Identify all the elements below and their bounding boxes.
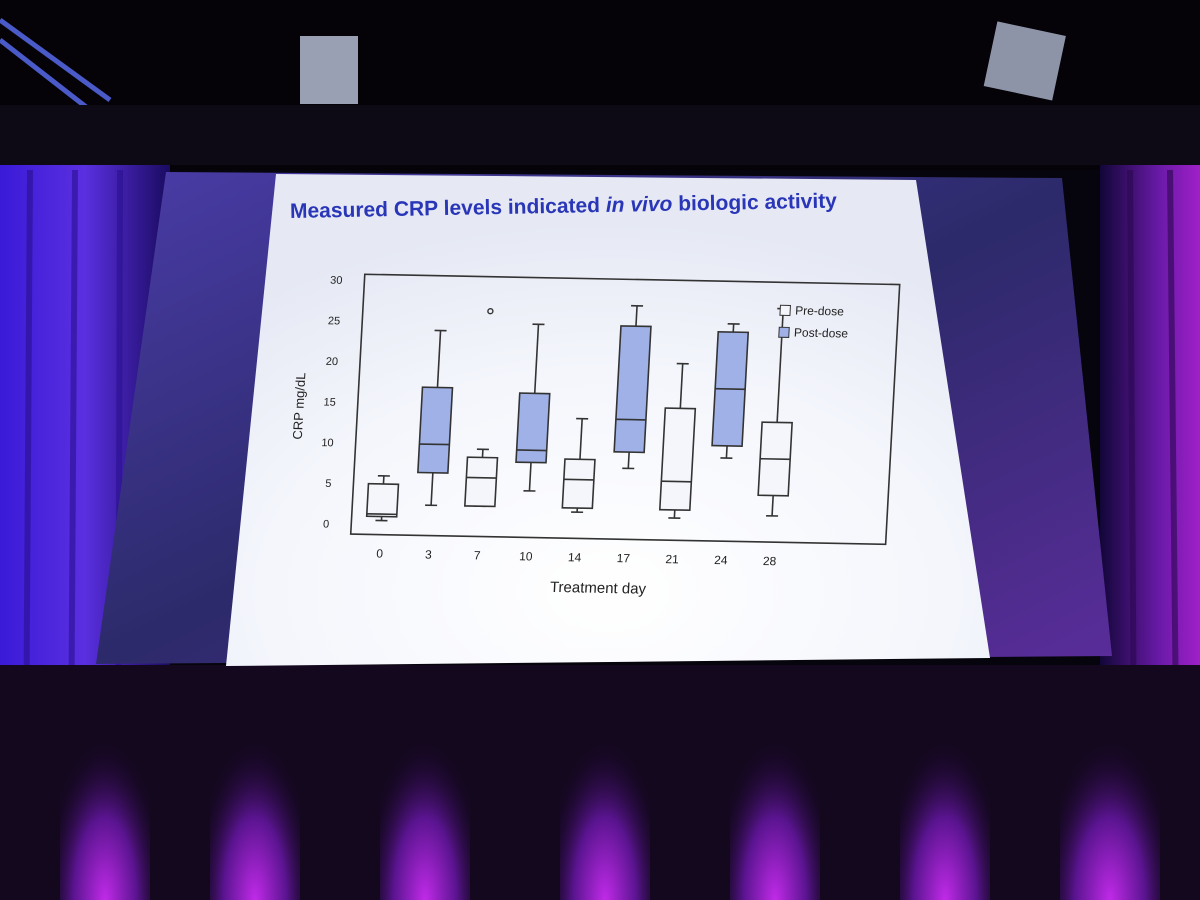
lower-whisker: [430, 472, 434, 506]
legend-label-post-dose: Post-dose: [794, 326, 849, 341]
upper-whisker: [679, 363, 684, 409]
lower-whisker: [627, 452, 630, 469]
stage-beam: [0, 105, 1200, 165]
crp-box-plot: 0 5 10 15 20 25 30 CRP mg/dL 0 3 7 10 14 17 21 24 28 T…: [290, 273, 901, 598]
box-day-17: [613, 304, 652, 470]
box-day-10: [515, 323, 551, 492]
box-iqr: [417, 386, 454, 474]
median-line: [760, 457, 791, 461]
box-day-0: [365, 474, 400, 522]
upper-whisker: [436, 330, 442, 388]
lower-whisker: [771, 495, 774, 516]
median-line: [419, 443, 450, 446]
box-series: [365, 304, 793, 522]
y-tick-label: 10: [321, 437, 334, 449]
upper-whisker: [635, 305, 638, 327]
x-tick-label: 28: [763, 554, 777, 568]
slide-title-emphasis: in vivo: [605, 192, 673, 217]
ceiling-light-right: [983, 21, 1066, 101]
x-tick-label: 3: [425, 548, 433, 562]
lower-whisker: [725, 445, 728, 459]
upper-whisker: [533, 324, 540, 394]
plot-frame: [349, 273, 901, 546]
x-tick-label: 21: [665, 552, 679, 566]
box-iqr: [515, 392, 551, 464]
y-axis-label: CRP mg/dL: [290, 372, 309, 439]
slide-title-end: biologic activity: [672, 189, 838, 216]
y-tick-label: 5: [325, 478, 332, 490]
skirt-folds: [60, 665, 1160, 900]
median-line: [366, 512, 397, 516]
x-axis-ticks: 0 3 7 10 14 17 21 24 28: [376, 547, 777, 569]
legend: Pre-dose Post-dose: [778, 304, 849, 341]
upper-whisker: [579, 418, 583, 460]
median-line: [516, 449, 547, 452]
y-tick-label: 15: [323, 397, 336, 409]
x-tick-label: 7: [473, 548, 481, 562]
median-line: [715, 387, 746, 391]
box-day-7: [463, 307, 499, 508]
y-tick-label: 0: [323, 519, 330, 531]
lower-whisker: [528, 462, 532, 491]
box-iqr: [613, 325, 652, 454]
legend-swatch-pre-dose: [779, 304, 791, 316]
median-line: [615, 418, 646, 421]
box-day-24: [711, 323, 750, 459]
y-tick-label: 25: [328, 315, 341, 327]
box-day-21: [658, 362, 697, 519]
x-tick-label: 0: [376, 547, 384, 561]
x-tick-label: 24: [714, 553, 728, 567]
legend-label-pre-dose: Pre-dose: [795, 304, 845, 319]
box-iqr: [365, 482, 400, 518]
x-tick-label: 14: [568, 550, 582, 564]
box-iqr: [658, 407, 697, 512]
box-day-14: [561, 417, 596, 514]
median-line: [563, 478, 594, 481]
x-axis-label: Treatment day: [549, 579, 647, 598]
y-tick-label: 20: [325, 356, 338, 368]
box-iqr: [463, 456, 499, 508]
legend-swatch-post-dose: [778, 326, 790, 338]
box-day-3: [417, 329, 454, 507]
outlier-point: [487, 307, 494, 315]
x-tick-label: 10: [519, 549, 533, 563]
median-line: [466, 476, 497, 479]
box-iqr: [561, 458, 596, 510]
y-axis-ticks: 0 5 10 15 20 25 30: [321, 275, 343, 531]
x-tick-label: 17: [616, 551, 630, 565]
slide-title-start: Measured CRP levels indicated: [289, 193, 607, 223]
ceiling-light-left: [300, 36, 358, 104]
y-tick-label: 30: [330, 275, 343, 287]
box-day-28: [757, 307, 793, 517]
median-line: [661, 480, 692, 483]
